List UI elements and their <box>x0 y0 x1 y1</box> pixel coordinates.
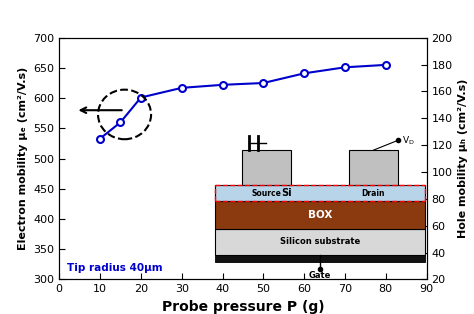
Text: Silicon substrate: Silicon substrate <box>280 237 360 246</box>
X-axis label: Probe pressure P (g): Probe pressure P (g) <box>162 300 324 314</box>
FancyBboxPatch shape <box>215 255 425 262</box>
Text: Tip radius 40μm: Tip radius 40μm <box>67 263 163 273</box>
Text: $\mathregular{V_D}$: $\mathregular{V_D}$ <box>402 134 415 147</box>
Text: Drain: Drain <box>362 189 385 198</box>
FancyBboxPatch shape <box>242 150 291 185</box>
Text: BOX: BOX <box>308 210 332 219</box>
Text: Gate: Gate <box>309 271 331 280</box>
FancyBboxPatch shape <box>349 150 398 185</box>
Text: Source: Source <box>252 189 282 198</box>
FancyBboxPatch shape <box>215 185 425 201</box>
FancyBboxPatch shape <box>215 229 425 255</box>
Y-axis label: Electron mobility μₑ (cm²/V.s): Electron mobility μₑ (cm²/V.s) <box>18 67 27 250</box>
Y-axis label: Hole mobility μₕ (cm²/V.s): Hole mobility μₕ (cm²/V.s) <box>458 79 468 238</box>
Text: Si: Si <box>281 188 292 198</box>
FancyBboxPatch shape <box>215 201 425 229</box>
